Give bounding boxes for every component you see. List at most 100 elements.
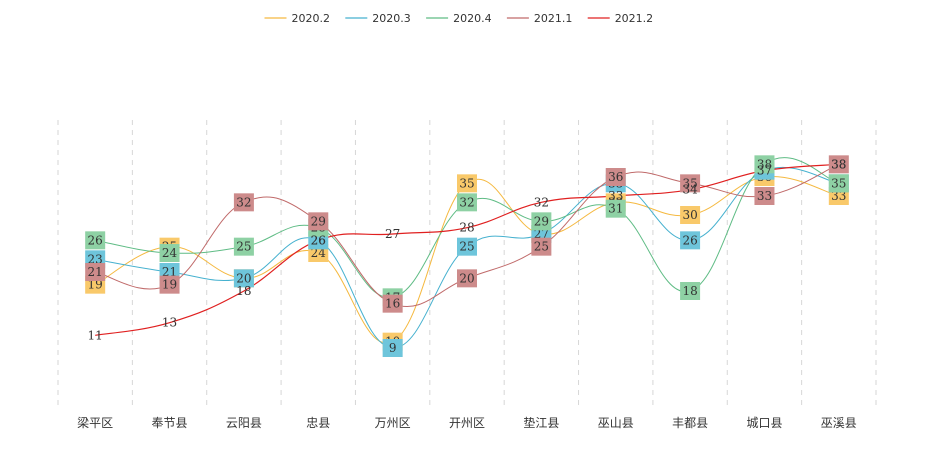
- data-label: 31: [605, 199, 626, 218]
- data-label-text: 19: [162, 278, 177, 292]
- legend-label: 2020.2: [292, 12, 331, 25]
- data-label-text: 24: [162, 246, 178, 260]
- data-label-text: 11: [88, 328, 103, 342]
- data-label-text: 20: [236, 271, 251, 285]
- data-label: 32: [457, 193, 477, 212]
- data-label: 33: [754, 187, 775, 205]
- data-point-marker: [308, 212, 329, 231]
- data-point-marker: [531, 237, 552, 256]
- data-label: 26: [680, 231, 701, 250]
- legend-item-2021.2[interactable]: 2021.2: [587, 12, 654, 25]
- data-label: 28: [459, 221, 474, 235]
- data-label-text: 26: [88, 233, 103, 247]
- data-label: 18: [680, 282, 701, 300]
- x-tick-label: 云阳县: [226, 416, 262, 430]
- data-label-text: 31: [608, 202, 623, 216]
- series-line-2021.2: [95, 163, 839, 336]
- data-label: 20: [233, 269, 254, 288]
- data-point-marker: [457, 193, 477, 212]
- data-label-text: 13: [162, 316, 177, 330]
- x-tick-label: 开州区: [449, 416, 485, 430]
- data-point-marker: [457, 237, 477, 256]
- data-label-text: 25: [236, 240, 251, 254]
- data-label-text: 34: [682, 183, 698, 197]
- data-point-marker: [382, 339, 403, 357]
- legend-item-2020.2[interactable]: 2020.2: [264, 12, 331, 25]
- data-label: 34: [682, 183, 698, 197]
- data-label: 25: [457, 237, 477, 256]
- data-label-text: 23: [88, 252, 103, 266]
- x-tick-label: 城口县: [746, 416, 782, 430]
- data-label-layer: 1925202410352732303633232120269252735263…: [85, 155, 849, 357]
- data-point-marker: [828, 174, 849, 193]
- data-label: 19: [159, 275, 180, 294]
- data-point-marker: [382, 294, 403, 313]
- x-tick-label: 丰都县: [672, 416, 708, 430]
- data-label: 35: [680, 174, 701, 193]
- data-label: 38: [754, 155, 775, 174]
- legend-label: 2021.2: [615, 12, 654, 25]
- data-label-text: 32: [459, 195, 474, 209]
- data-label-text: 30: [682, 208, 697, 222]
- data-label: 30: [680, 206, 701, 224]
- data-label-text: 21: [162, 265, 177, 279]
- data-label-text: 27: [534, 227, 549, 241]
- legend-label: 2021.1: [534, 12, 573, 25]
- data-label: 26: [311, 233, 326, 247]
- data-label-text: 27: [385, 227, 400, 241]
- data-label-text: 36: [608, 170, 623, 184]
- data-label-text: 25: [459, 240, 474, 254]
- data-label-text: 26: [311, 233, 326, 247]
- data-label-text: 28: [459, 221, 474, 235]
- data-label: 11: [88, 328, 103, 342]
- data-label-text: 26: [311, 233, 326, 247]
- data-point-marker: [85, 231, 106, 250]
- data-point-marker: [457, 174, 477, 193]
- grid-layer: [57, 120, 877, 405]
- data-point-marker: [233, 193, 254, 212]
- data-label-text: 19: [88, 278, 103, 292]
- data-point-marker: [754, 155, 775, 174]
- legend-item-2021.1[interactable]: 2021.1: [506, 12, 573, 25]
- legend-item-2020.3[interactable]: 2020.3: [345, 12, 411, 25]
- data-label: 26: [85, 231, 106, 250]
- data-point-marker: [457, 269, 477, 288]
- data-label: 25: [531, 237, 552, 256]
- x-tick-label: 梁平区: [77, 415, 113, 430]
- data-label: 35: [457, 174, 477, 193]
- data-label: 38: [831, 157, 846, 171]
- data-point-marker: [605, 199, 626, 218]
- data-label-text: 16: [385, 297, 400, 311]
- data-label: 27: [385, 227, 400, 241]
- data-label: 35: [828, 174, 849, 193]
- data-label: 13: [162, 316, 177, 330]
- data-point-marker: [85, 263, 106, 281]
- legend-item-2020.4[interactable]: 2020.4: [426, 12, 492, 25]
- data-label-text: 33: [608, 189, 623, 203]
- data-label-text: 24: [311, 246, 327, 260]
- legend-label: 2020.3: [372, 12, 411, 25]
- data-label-text: 33: [757, 189, 772, 203]
- data-label-text: 33: [831, 189, 846, 203]
- data-label-text: 38: [757, 157, 772, 171]
- data-label-text: 9: [389, 341, 397, 355]
- data-label: 37: [757, 164, 772, 178]
- data-point-marker: [680, 231, 701, 250]
- data-label-text: 35: [682, 176, 697, 190]
- data-label: 38: [828, 155, 849, 174]
- data-label: 16: [382, 294, 403, 313]
- x-tick-label: 巫溪县: [821, 416, 857, 430]
- data-label-text: 25: [534, 240, 549, 254]
- x-tick-label: 万州区: [375, 416, 411, 430]
- legend-label: 2020.4: [453, 12, 492, 25]
- x-tick-label: 垫江县: [523, 415, 559, 430]
- data-point-marker: [233, 237, 254, 256]
- data-label: 32: [233, 193, 254, 212]
- data-label: 21: [85, 263, 106, 281]
- data-label-text: 38: [831, 157, 846, 171]
- legend[interactable]: 2020.2 2020.3 2020.4 2021.1 2021.2: [264, 12, 654, 25]
- data-label-text: 35: [831, 176, 846, 190]
- data-point-marker: [680, 282, 701, 300]
